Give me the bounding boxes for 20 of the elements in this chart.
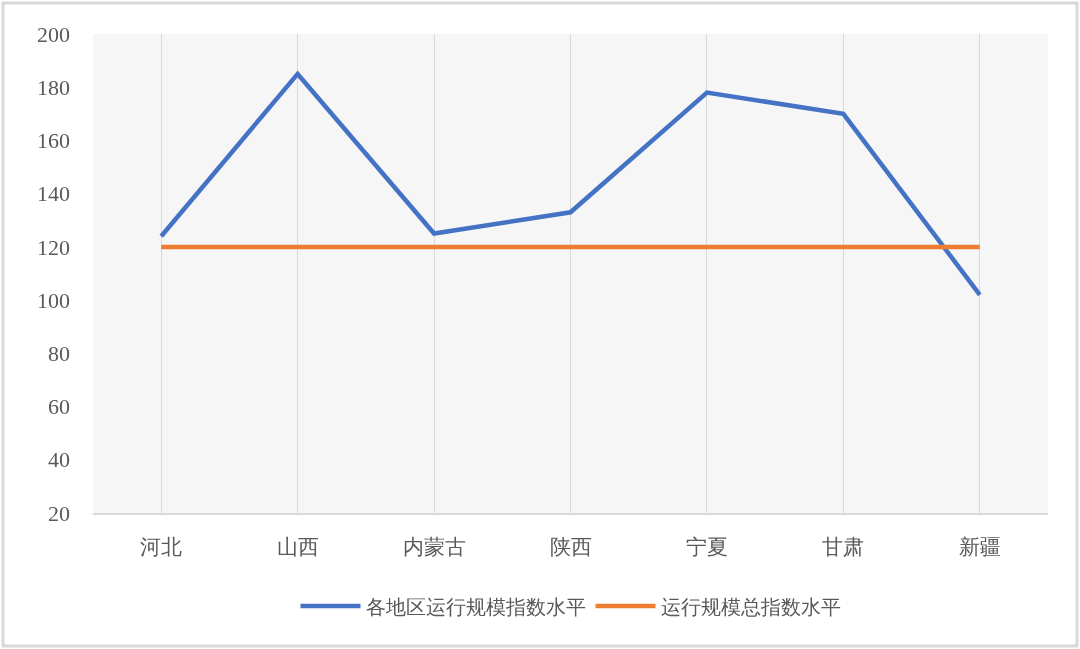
legend-label: 各地区运行规模指数水平 — [365, 594, 586, 619]
x-tick-label: 甘肃 — [822, 534, 865, 559]
y-tick-label: 180 — [37, 74, 70, 100]
y-tick-label: 200 — [37, 21, 70, 47]
x-tick-label: 内蒙古 — [402, 534, 466, 559]
legend-label: 运行规模总指数水平 — [660, 594, 841, 619]
line-series — [158, 71, 983, 298]
x-tick-label: 山西 — [276, 534, 319, 559]
y-tick-label: 120 — [37, 234, 70, 260]
y-tick-label: 100 — [37, 287, 70, 313]
x-tick-label: 新疆 — [958, 534, 1001, 559]
x-tick-label: 宁夏 — [685, 534, 728, 559]
y-tick-label: 60 — [48, 394, 70, 420]
y-tick-label: 20 — [48, 500, 70, 526]
x-tick-label: 陕西 — [549, 534, 592, 559]
x-tick-label: 河北 — [140, 534, 183, 559]
y-tick-label: 140 — [37, 181, 70, 207]
y-tick-label: 80 — [48, 341, 70, 367]
y-tick-label: 40 — [48, 447, 70, 473]
y-tick-label: 160 — [37, 128, 70, 154]
